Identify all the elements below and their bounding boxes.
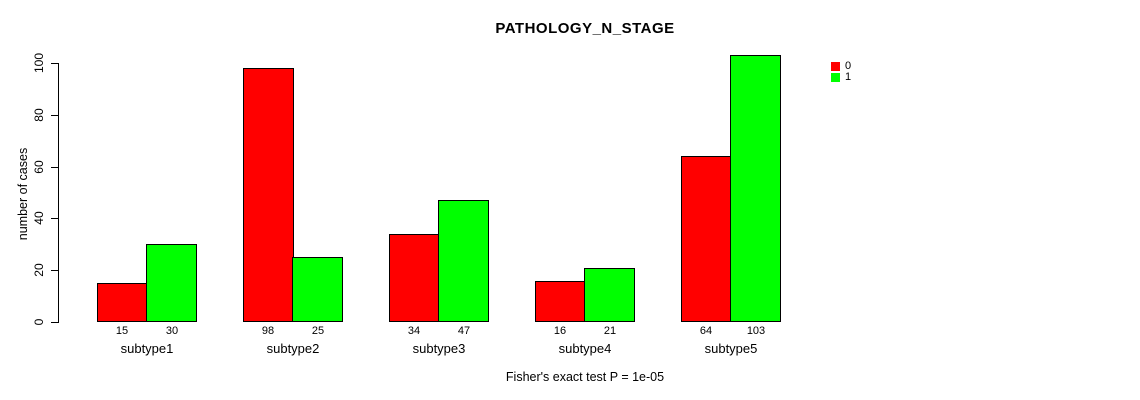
y-tick-mark (51, 63, 58, 64)
y-tick-label: 40 (32, 211, 46, 225)
bar-subtype2-series-0 (243, 68, 294, 322)
y-tick-label: 100 (32, 52, 46, 74)
y-tick-label: 60 (32, 160, 46, 174)
bar-value-label: 64 (699, 325, 713, 337)
chart-title: PATHOLOGY_N_STAGE (495, 20, 675, 37)
bar-subtype3-series-0 (389, 234, 440, 322)
y-tick-mark (51, 115, 58, 116)
category-label-subtype2: subtype2 (266, 341, 320, 356)
y-tick-mark (51, 270, 58, 271)
legend-entry-label: 0 (845, 60, 852, 72)
legend-swatch-icon (831, 62, 840, 71)
y-tick-label: 0 (32, 318, 46, 326)
bar-value-label: 103 (746, 325, 766, 337)
bar-subtype3-series-1 (438, 200, 489, 322)
bar-value-label: 21 (603, 325, 617, 337)
legend-entry-1: 1 (831, 72, 851, 83)
bar-subtype4-series-1 (584, 268, 635, 322)
bar-value-label: 30 (165, 325, 179, 337)
bar-value-label: 25 (311, 325, 325, 337)
bar-value-label: 98 (261, 325, 275, 337)
category-label-subtype3: subtype3 (412, 341, 466, 356)
bar-subtype5-series-0 (681, 156, 732, 322)
category-label-subtype1: subtype1 (120, 341, 174, 356)
bar-subtype1-series-1 (146, 244, 197, 322)
y-tick-mark (51, 218, 58, 219)
bar-value-label: 34 (407, 325, 421, 337)
category-label-subtype4: subtype4 (558, 341, 612, 356)
bar-subtype1-series-0 (97, 283, 148, 322)
bar-value-label: 16 (553, 325, 567, 337)
legend-entry-0: 0 (831, 61, 851, 72)
y-axis-label: number of cases (16, 147, 30, 241)
fisher-test-caption: Fisher's exact test P = 1e-05 (505, 370, 665, 384)
y-tick-mark (51, 167, 58, 168)
category-label-subtype5: subtype5 (704, 341, 758, 356)
y-tick-label: 80 (32, 108, 46, 122)
bar-value-label: 15 (115, 325, 129, 337)
y-axis-line (58, 63, 59, 323)
bar-subtype5-series-1 (730, 55, 781, 322)
y-tick-mark (51, 322, 58, 323)
legend-swatch-icon (831, 73, 840, 82)
legend-entry-label: 1 (845, 71, 852, 83)
y-tick-label: 20 (32, 263, 46, 277)
bar-subtype2-series-1 (292, 257, 343, 322)
bar-subtype4-series-0 (535, 281, 586, 322)
bar-value-label: 47 (457, 325, 471, 337)
